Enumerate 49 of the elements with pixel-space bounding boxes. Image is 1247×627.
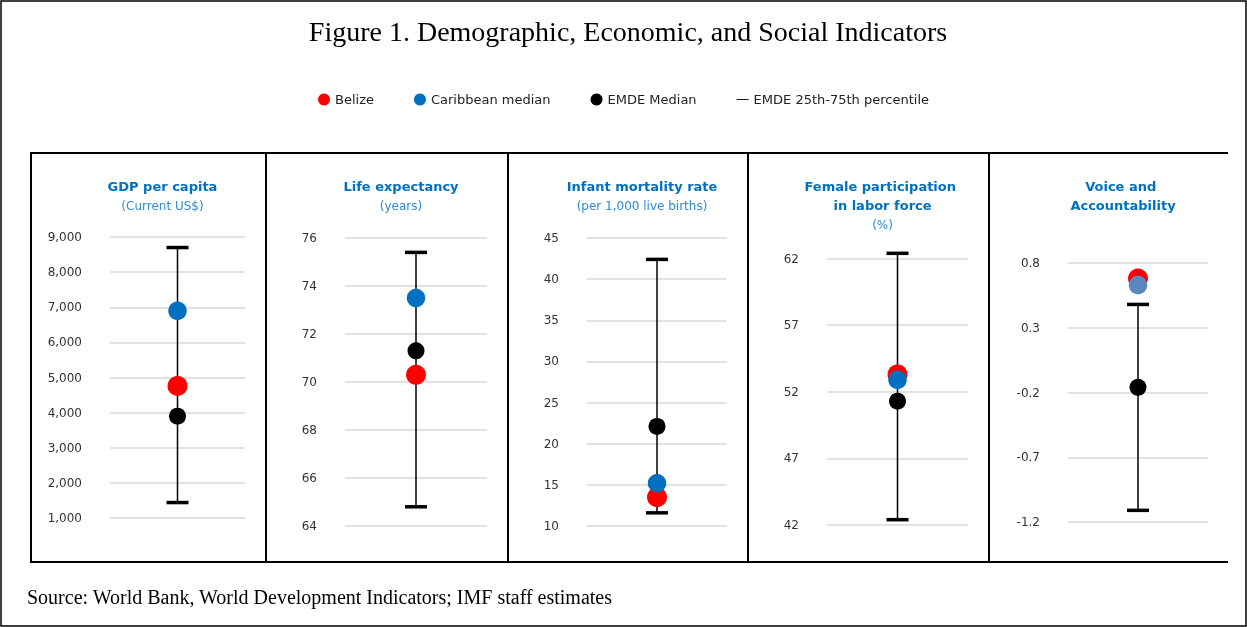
chart-title: Voice and Accountability — [1070, 179, 1177, 213]
y-tick-label: 70 — [301, 375, 317, 389]
y-tick-label: 72 — [301, 327, 317, 341]
y-tick-label: 74 — [301, 279, 317, 293]
y-tick-label: 5,000 — [47, 370, 82, 385]
legend-label: Belize — [335, 92, 374, 107]
y-tick-label: 0.8 — [1020, 256, 1040, 270]
y-tick-label: 47 — [783, 451, 799, 466]
chart-title: Life expectancy — [343, 179, 460, 194]
y-tick-label: 8,000 — [47, 265, 82, 280]
y-tick-label: 66 — [301, 471, 317, 485]
y-tick-label: 35 — [543, 313, 559, 328]
y-tick-label: 15 — [543, 477, 559, 492]
chart-title: GDP per capita — [107, 179, 218, 194]
y-tick-label: 62 — [783, 251, 799, 266]
y-tick-label: 3,000 — [47, 440, 82, 455]
y-tick-label: 20 — [543, 436, 559, 451]
y-tick-label: 30 — [543, 354, 559, 369]
y-tick-label: 45 — [543, 231, 559, 245]
y-tick-label: 6,000 — [47, 335, 82, 350]
caption: Figure 1. Demographic, Economic, and Social Indicators — [308, 15, 948, 47]
y-tick-label: 64 — [301, 519, 317, 533]
source-note: Source: World Bank, World Development Indicators; IMF staff estimates — [27, 586, 613, 609]
chart-subtitle: (%) — [872, 218, 893, 232]
chart-subtitle: (per 1,000 live births) — [576, 199, 708, 213]
y-tick-label: 76 — [301, 231, 317, 245]
legend-label: Caribbean median — [430, 92, 551, 107]
y-tick-label: -0.2 — [1016, 385, 1040, 400]
chart-subtitle: (Current US$) — [121, 199, 204, 213]
y-tick-label: -1.2 — [1016, 515, 1040, 529]
y-tick-label: 4,000 — [47, 405, 82, 420]
y-tick-label: 42 — [783, 518, 799, 532]
y-tick-label: 9,000 — [47, 230, 82, 244]
y-tick-label: 10 — [543, 519, 559, 533]
y-tick-label: 0.3 — [1020, 320, 1040, 335]
y-tick-label: 1,000 — [47, 511, 82, 525]
y-tick-label: 52 — [783, 384, 799, 399]
y-tick-label: 7,000 — [47, 300, 82, 315]
chart-title: Infant mortality rate — [566, 179, 718, 194]
y-tick-label: 68 — [301, 423, 317, 437]
chart-subtitle: (years) — [379, 199, 423, 213]
y-tick-label: 2,000 — [47, 475, 82, 490]
y-tick-label: -0.7 — [1016, 450, 1040, 465]
y-tick-label: 25 — [543, 395, 559, 410]
chart-title: Female participation in labor force — [804, 179, 961, 213]
y-tick-label: 57 — [783, 318, 799, 333]
y-tick-label: 40 — [543, 272, 559, 287]
legend-label: EMDE Median — [607, 92, 697, 107]
legend-label: EMDE 25th-75th percentile — [753, 92, 929, 107]
